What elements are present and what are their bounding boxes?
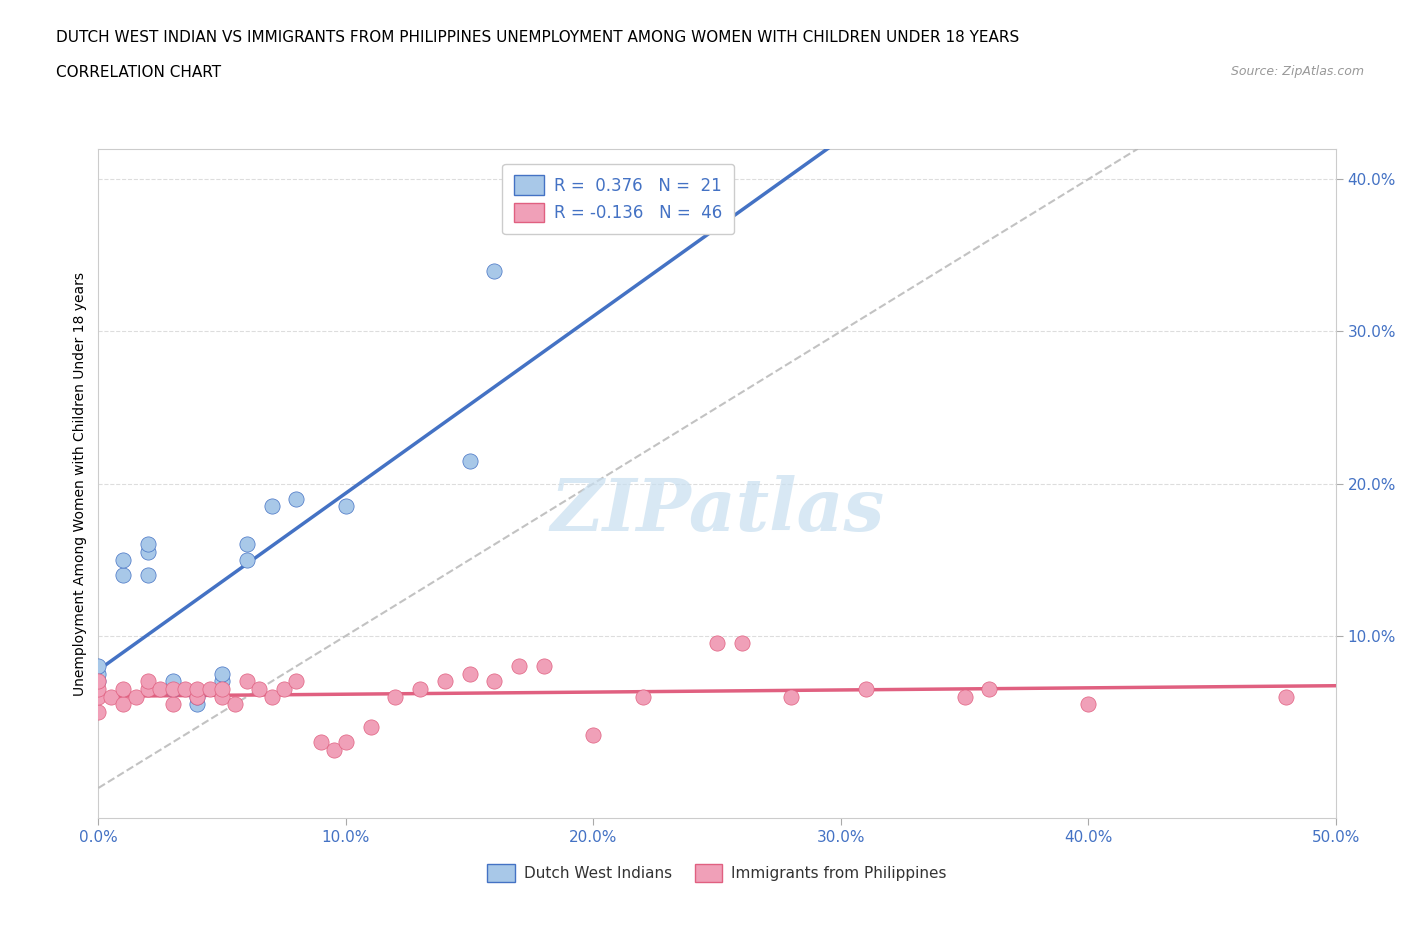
Point — [335, 499, 357, 514]
Point — [124, 689, 146, 704]
Point — [309, 735, 332, 750]
Point — [247, 682, 270, 697]
Point — [87, 682, 110, 697]
Point — [780, 689, 803, 704]
Point — [87, 658, 110, 673]
Point — [273, 682, 295, 697]
Point — [384, 689, 406, 704]
Point — [211, 689, 233, 704]
Point — [87, 704, 110, 719]
Point — [533, 658, 555, 673]
Point — [285, 674, 308, 689]
Point — [186, 682, 208, 697]
Point — [136, 567, 159, 582]
Point — [162, 682, 184, 697]
Point — [360, 720, 382, 735]
Point — [136, 674, 159, 689]
Point — [433, 674, 456, 689]
Text: Source: ZipAtlas.com: Source: ZipAtlas.com — [1230, 65, 1364, 78]
Point — [855, 682, 877, 697]
Point — [285, 491, 308, 506]
Point — [211, 667, 233, 682]
Text: DUTCH WEST INDIAN VS IMMIGRANTS FROM PHILIPPINES UNEMPLOYMENT AMONG WOMEN WITH C: DUTCH WEST INDIAN VS IMMIGRANTS FROM PHI… — [56, 30, 1019, 45]
Legend: Dutch West Indians, Immigrants from Philippines: Dutch West Indians, Immigrants from Phil… — [481, 857, 953, 888]
Point — [582, 727, 605, 742]
Point — [1275, 689, 1298, 704]
Point — [112, 552, 135, 567]
Point — [112, 567, 135, 582]
Point — [260, 499, 283, 514]
Text: ZIPatlas: ZIPatlas — [550, 475, 884, 546]
Point — [236, 552, 259, 567]
Point — [1077, 697, 1099, 711]
Point — [112, 697, 135, 711]
Point — [953, 689, 976, 704]
Point — [458, 453, 481, 468]
Point — [87, 689, 110, 704]
Point — [136, 682, 159, 697]
Point — [236, 537, 259, 551]
Point — [260, 689, 283, 704]
Point — [87, 674, 110, 689]
Point — [211, 682, 233, 697]
Point — [979, 682, 1001, 697]
Point — [186, 697, 208, 711]
Point — [198, 682, 221, 697]
Point — [100, 689, 122, 704]
Point — [508, 658, 530, 673]
Point — [186, 689, 208, 704]
Point — [162, 697, 184, 711]
Point — [162, 682, 184, 697]
Point — [87, 674, 110, 689]
Point — [335, 735, 357, 750]
Point — [112, 682, 135, 697]
Point — [149, 682, 172, 697]
Point — [706, 636, 728, 651]
Point — [409, 682, 432, 697]
Point — [224, 697, 246, 711]
Point — [162, 674, 184, 689]
Point — [211, 674, 233, 689]
Point — [631, 689, 654, 704]
Text: CORRELATION CHART: CORRELATION CHART — [56, 65, 221, 80]
Point — [458, 667, 481, 682]
Point — [236, 674, 259, 689]
Y-axis label: Unemployment Among Women with Children Under 18 years: Unemployment Among Women with Children U… — [73, 272, 87, 696]
Point — [174, 682, 197, 697]
Point — [87, 667, 110, 682]
Point — [186, 689, 208, 704]
Point — [136, 537, 159, 551]
Point — [731, 636, 754, 651]
Point — [484, 674, 506, 689]
Point — [322, 742, 344, 757]
Point — [136, 545, 159, 560]
Point — [484, 263, 506, 278]
